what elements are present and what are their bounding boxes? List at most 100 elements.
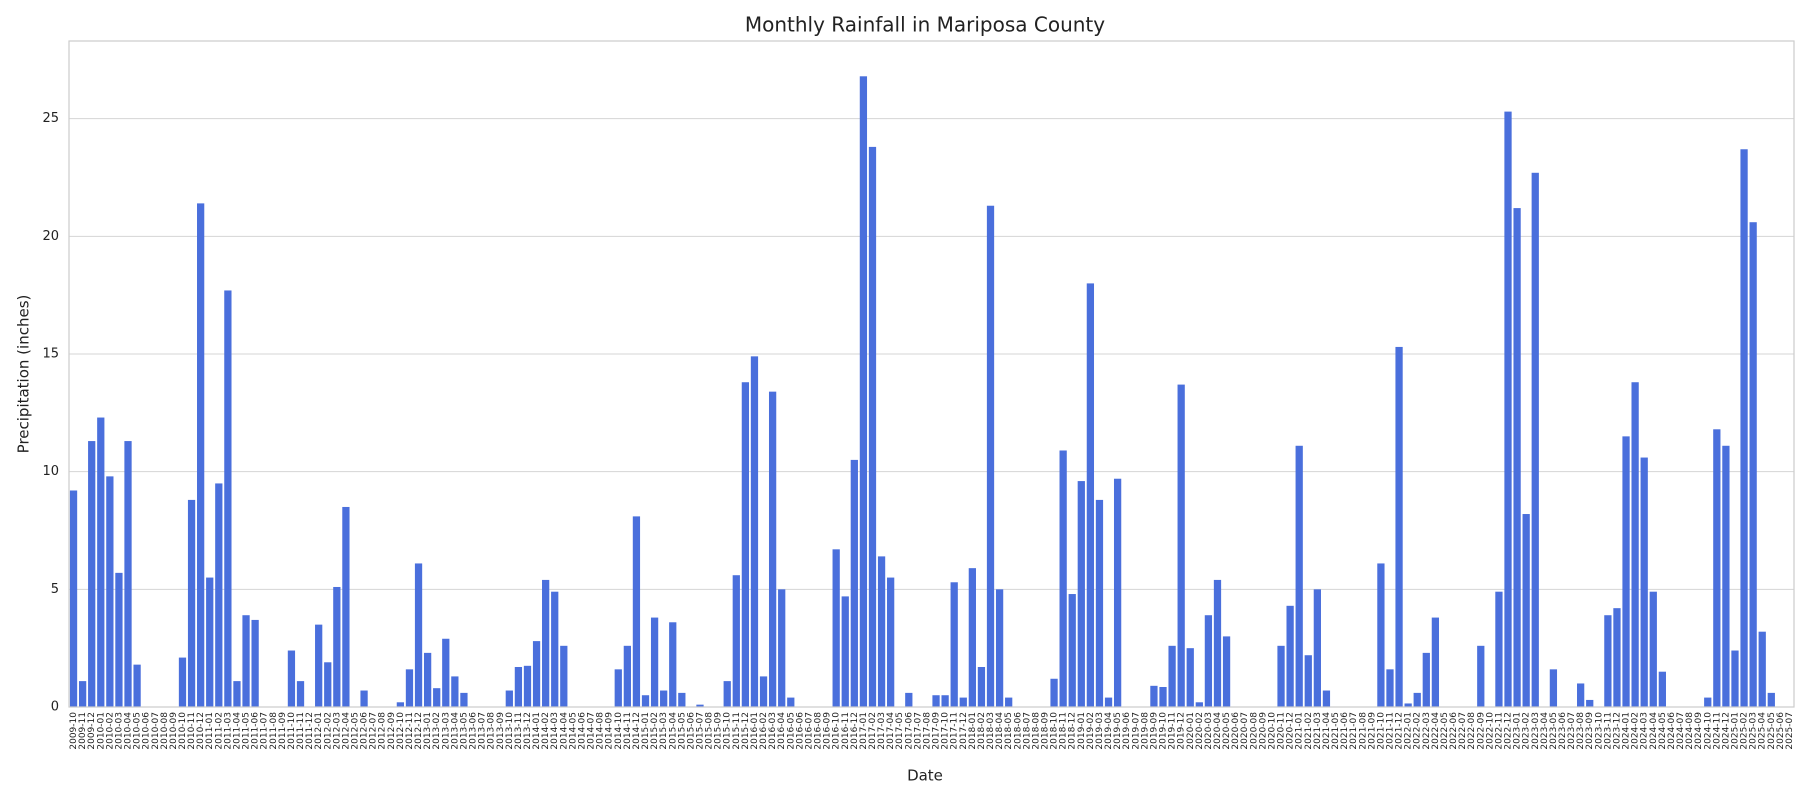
y-tick-label: 15 (42, 346, 59, 361)
bar (1713, 429, 1721, 707)
bar (850, 459, 858, 707)
bar (1313, 589, 1321, 707)
x-tick-label: 2023-05 (1549, 712, 1559, 750)
bar (551, 591, 559, 707)
x-tick-label: 2012-02 (323, 712, 333, 750)
x-tick-label: 2022-05 (1440, 712, 1450, 750)
x-tick-label: 2021-06 (1340, 712, 1350, 750)
x-tick-label: 2011-04 (232, 712, 242, 750)
bar (1086, 283, 1095, 707)
x-tick-label: 2016-10 (832, 712, 842, 750)
x-tick-label: 2019-02 (1086, 712, 1096, 750)
x-tick-label: 2016-04 (777, 712, 787, 750)
x-tick-label: 2016-06 (795, 712, 805, 750)
bar (941, 695, 949, 707)
bar (1477, 645, 1485, 707)
x-tick-label: 2020-08 (1249, 712, 1259, 750)
x-tick-label: 2014-02 (541, 712, 551, 750)
x-tick-label: 2019-05 (1113, 712, 1123, 750)
bar (69, 490, 78, 707)
bar (505, 690, 513, 707)
bar (641, 695, 650, 707)
bar (178, 657, 187, 707)
bar (660, 690, 668, 707)
x-tick-label: 2023-10 (1594, 712, 1604, 750)
x-tick-label: 2013-01 (423, 712, 433, 750)
x-tick-label: 2018-04 (995, 712, 1005, 750)
x-tick-label: 2021-05 (1331, 712, 1341, 750)
bar (133, 664, 141, 707)
bar (124, 441, 132, 707)
x-tick-label: 2018-09 (1040, 712, 1050, 750)
bar (787, 697, 795, 707)
x-tick-label: 2020-02 (1195, 712, 1205, 750)
y-axis-label: Precipitation (inches) (15, 295, 33, 454)
x-tick-label: 2011-05 (242, 712, 252, 750)
x-tick-label: 2023-08 (1576, 712, 1586, 750)
x-tick-label: 2018-02 (977, 712, 987, 750)
x-tick-label: 2019-10 (1159, 712, 1169, 750)
x-tick-label: 2016-08 (814, 712, 824, 750)
x-tick-label: 2017-10 (941, 712, 951, 750)
x-tick-label: 2017-04 (886, 712, 896, 750)
bar (632, 516, 641, 707)
x-tick-label: 2014-04 (559, 712, 569, 750)
x-tick-label: 2019-12 (1177, 712, 1187, 750)
bar (1077, 481, 1085, 707)
bar (868, 146, 877, 707)
bar (678, 692, 686, 707)
x-tick-label: 2010-09 (169, 712, 179, 750)
bar (759, 676, 768, 707)
bar (750, 356, 759, 707)
bar (1377, 563, 1385, 707)
x-tick-label: 2024-05 (1658, 712, 1668, 750)
bar (1186, 648, 1194, 707)
x-tick-label: 2013-02 (432, 712, 442, 750)
bar (1404, 703, 1412, 707)
bar (1613, 608, 1621, 707)
bar (460, 692, 468, 707)
bar (1395, 346, 1403, 707)
x-tick-label: 2014-07 (587, 712, 597, 750)
x-tick-label: 2011-06 (251, 712, 261, 750)
x-tick-label: 2024-02 (1631, 712, 1641, 750)
x-tick-label: 2010-12 (196, 712, 206, 750)
x-tick-label: 2019-07 (1131, 712, 1141, 750)
x-tick-label: 2015-05 (677, 712, 687, 750)
x-tick-label: 2019-01 (1077, 712, 1087, 750)
bar (1658, 671, 1666, 707)
bar (1005, 697, 1013, 707)
x-tick-label: 2011-01 (205, 712, 215, 750)
x-tick-label: 2018-01 (968, 712, 978, 750)
x-tick-label: 2016-11 (841, 712, 851, 750)
x-tick-label: 2018-06 (1013, 712, 1023, 750)
bar (296, 681, 305, 707)
bar (1722, 445, 1730, 707)
bar (1159, 686, 1167, 707)
x-tick-label: 2025-01 (1730, 712, 1740, 750)
bar (1413, 692, 1421, 707)
x-tick-label: 2021-04 (1322, 712, 1332, 750)
x-tick-label: 2014-09 (605, 712, 615, 750)
x-tick-label: 2011-12 (305, 712, 315, 750)
x-tick-label: 2012-03 (332, 712, 342, 750)
x-tick-label: 2022-02 (1413, 712, 1423, 750)
bar (932, 695, 940, 707)
x-tick-label: 2010-05 (133, 712, 143, 750)
bar (1104, 697, 1113, 707)
x-tick-label: 2021-08 (1358, 712, 1368, 750)
bar (1068, 594, 1076, 707)
bar (1604, 615, 1612, 707)
x-tick-label: 2015-08 (705, 712, 715, 750)
x-tick-label: 2022-06 (1449, 712, 1459, 750)
x-tick-label: 2012-01 (314, 712, 324, 750)
x-tick-label: 2021-03 (1313, 712, 1323, 750)
x-tick-label: 2023-12 (1612, 712, 1622, 750)
bar (741, 382, 750, 707)
x-tick-label: 2018-07 (1022, 712, 1032, 750)
bar (1549, 669, 1558, 707)
bar (778, 589, 786, 707)
x-tick-label: 2011-02 (214, 712, 224, 750)
x-tick-label: 2011-10 (287, 712, 297, 750)
